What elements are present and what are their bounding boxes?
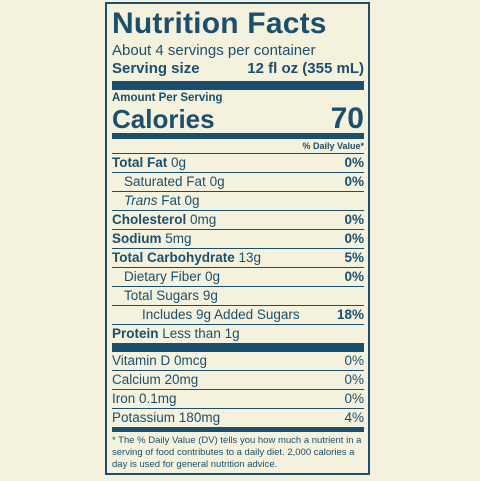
- vitamin-dv: 4%: [344, 410, 364, 425]
- nutrient-amount: 0g: [171, 155, 187, 170]
- calories-label: Calories: [112, 104, 215, 134]
- amount-per-serving: Amount Per Serving: [112, 92, 223, 104]
- nutrient-row-total-sugars: Total Sugars 9g: [112, 286, 364, 305]
- vitamin-row-potassium: Potassium 180mg 4%: [112, 408, 364, 427]
- vitamin-dv: 0%: [344, 372, 364, 387]
- nutrient-name: Protein: [112, 326, 159, 341]
- vitamin-amount: 180mg: [178, 410, 221, 425]
- calories-row: Calories 70: [112, 102, 364, 135]
- nutrient-name: Trans: [124, 193, 158, 208]
- nutrient-dv: 0%: [344, 174, 364, 189]
- nutrient-name: Cholesterol: [112, 212, 187, 227]
- servings-per-container: About 4 servings per container: [112, 42, 316, 59]
- vitamin-row-calcium: Calcium 20mg 0%: [112, 370, 364, 389]
- calories-value: 70: [330, 102, 364, 135]
- serving-size-value: 12 fl oz (355 mL): [247, 60, 364, 77]
- nutrient-dv: 5%: [344, 250, 364, 265]
- nutrient-dv: 18%: [336, 307, 364, 322]
- nutrient-name: Includes 9g Added Sugars: [142, 307, 300, 322]
- vitamin-amount: 0mcg: [174, 353, 208, 368]
- nutrient-amount: Less than 1g: [162, 326, 240, 341]
- nutrient-amount: 0g: [205, 269, 221, 284]
- vitamin-amount: 0.1mg: [139, 391, 177, 406]
- nutrient-name: Dietary Fiber: [124, 269, 202, 284]
- nutrient-row-trans-fat: Trans Fat 0g: [112, 191, 364, 210]
- nutrient-row-added-sugars: Includes 9g Added Sugars 18%: [112, 305, 364, 324]
- nutrient-name: Sodium: [112, 231, 162, 246]
- nutrient-name: Saturated Fat: [124, 174, 206, 189]
- vitamin-name: Iron: [112, 391, 136, 406]
- serving-size-label: Serving size: [112, 60, 200, 77]
- nutrient-row-dietary-fiber: Dietary Fiber 0g 0%: [112, 267, 364, 286]
- daily-value-header: % Daily Value*: [112, 138, 364, 153]
- nutrient-amount: 13g: [238, 250, 262, 265]
- nutrient-amount: 9g: [202, 288, 218, 303]
- vitamin-name: Vitamin D: [112, 353, 171, 368]
- vitamin-row-vitamin-d: Vitamin D 0mcg 0%: [112, 352, 364, 370]
- thick-divider: [112, 343, 364, 352]
- medium-divider: [112, 427, 364, 432]
- nutrient-dv: 0%: [344, 155, 364, 170]
- panel-title: Nutrition Facts: [112, 7, 327, 40]
- nutrition-facts-panel: Nutrition Facts About 4 servings per con…: [105, 2, 370, 475]
- footnote: * The % Daily Value (DV) tells you how m…: [112, 435, 362, 470]
- vitamin-name: Calcium: [112, 372, 161, 387]
- nutrient-row-sodium: Sodium 5mg 0%: [112, 229, 364, 248]
- nutrient-name: Total Carbohydrate: [112, 250, 235, 265]
- nutrient-name: Total Fat: [112, 155, 168, 170]
- nutrient-row-saturated-fat: Saturated Fat 0g 0%: [112, 172, 364, 191]
- vitamin-amount: 20mg: [164, 372, 199, 387]
- vitamin-dv: 0%: [344, 353, 364, 368]
- nutrient-amount: Fat 0g: [161, 193, 200, 208]
- nutrient-dv: 0%: [344, 269, 364, 284]
- nutrient-dv: 0%: [344, 231, 364, 246]
- medium-divider: [112, 133, 364, 138]
- nutrient-row-protein: Protein Less than 1g: [112, 324, 364, 343]
- vitamin-dv: 0%: [344, 391, 364, 406]
- vitamin-name: Potassium: [112, 410, 176, 425]
- nutrient-dv: 0%: [344, 212, 364, 227]
- serving-size-row: Serving size 12 fl oz (355 mL): [112, 60, 364, 78]
- vitamin-row-iron: Iron 0.1mg 0%: [112, 389, 364, 408]
- nutrient-row-cholesterol: Cholesterol 0mg 0%: [112, 210, 364, 229]
- nutrient-name: Total Sugars: [124, 288, 200, 303]
- nutrient-amount: 0g: [209, 174, 225, 189]
- nutrient-amount: 5mg: [165, 231, 192, 246]
- nutrient-amount: 0mg: [190, 212, 217, 227]
- thick-divider: [112, 81, 364, 90]
- nutrient-row-total-carbohydrate: Total Carbohydrate 13g 5%: [112, 248, 364, 267]
- nutrient-row-total-fat: Total Fat 0g 0%: [112, 153, 364, 172]
